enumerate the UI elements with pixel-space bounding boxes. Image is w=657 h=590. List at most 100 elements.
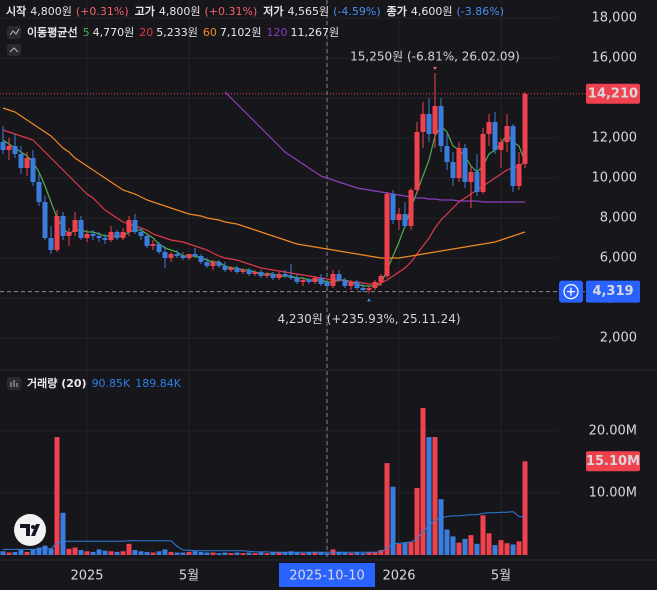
header-label: 저가 [263, 4, 283, 18]
candle-body [198, 256, 204, 262]
candle-body [168, 254, 174, 258]
volume-bar [84, 551, 90, 555]
volume-title: 거래량 (20) [27, 376, 87, 390]
ma-line [224, 91, 525, 203]
candle-body [450, 162, 456, 178]
ma-legend-value: 5,233원 [156, 26, 198, 39]
candle-body [216, 262, 222, 266]
candle-body [342, 280, 348, 286]
volume-bar [510, 544, 516, 555]
candle-body [402, 214, 408, 226]
ohlc-header: 시작 4,800원 (+0.31%) 고가 4,800원 (+0.31%) 저가 4,565원… [6, 4, 504, 18]
ma-line [2, 129, 526, 285]
candle-body [240, 270, 246, 272]
candle-body [36, 182, 42, 202]
candle-body [102, 238, 108, 240]
candle-body [516, 164, 522, 186]
volume-bar [198, 551, 204, 555]
x-tick-label: 2026 [382, 569, 415, 584]
volume-bar [192, 551, 198, 555]
ma-legend: 이동평균선 5 4,770원 20 5,233원 60 7,102원 120 11,267원 [27, 25, 339, 39]
candle-body [318, 278, 324, 284]
volume-last-box [586, 451, 640, 472]
volume-icon [7, 377, 21, 390]
candle-body [372, 282, 378, 288]
ma-icon [7, 26, 21, 39]
low-annotation: 4,230원 (+235.93%, 25.11.24) [277, 312, 460, 326]
add-button-plus [567, 287, 575, 296]
volume-legend-value: 189.84K [135, 377, 181, 390]
candle-body [126, 220, 132, 232]
add-button-ring [563, 283, 579, 300]
candle-body [324, 282, 330, 286]
y-tick-label: 12,000 [592, 131, 638, 146]
volume-bar [156, 551, 162, 555]
volume-bar [498, 540, 504, 555]
candle-body [6, 146, 12, 150]
candle-body [246, 270, 252, 274]
ma-legend-name: 20 [139, 26, 153, 39]
volume-legend-value: 90.85K [92, 377, 131, 390]
candle-body [414, 132, 420, 190]
candle-body [360, 288, 366, 290]
candle-body [84, 234, 90, 238]
crosshair-x-box [279, 563, 375, 587]
add-button[interactable] [559, 280, 583, 303]
volume-bar [264, 553, 270, 555]
volume-bar [108, 551, 114, 555]
volume-bar [96, 549, 102, 555]
tradingview-logo [14, 514, 46, 546]
volume-bar [504, 543, 510, 555]
volume-bar [384, 463, 390, 555]
header-change: (-4.59%) [333, 5, 381, 18]
y-tick-label: 6,000 [600, 251, 637, 266]
volume-bar [336, 551, 342, 555]
collapse-icon[interactable] [7, 44, 21, 56]
volume-bar [408, 541, 414, 555]
volume-bar [222, 552, 228, 555]
volume-bar [18, 550, 24, 555]
volume-bar [288, 551, 294, 555]
candle-body [420, 114, 426, 132]
candle-body [384, 194, 390, 276]
y-tick-label: 20.00M [589, 423, 637, 438]
candle-body [354, 282, 360, 288]
candle-body [330, 274, 336, 286]
y-tick-label: 2,000 [600, 331, 637, 346]
candle-body [120, 232, 126, 238]
volume-bar [480, 515, 486, 555]
volume-bar [324, 553, 330, 555]
candle-body [252, 272, 258, 274]
volume-bar [42, 545, 48, 555]
volume-bar [366, 551, 372, 555]
candle-body [96, 236, 102, 238]
candle-body [282, 274, 288, 276]
volume-bar [516, 541, 522, 555]
volume-bar [462, 538, 468, 555]
header-label: 종가 [387, 4, 407, 18]
volume-bar [318, 552, 324, 555]
volume-bar [420, 407, 426, 555]
candle-body [222, 266, 228, 270]
candle-body [306, 280, 312, 282]
candle-body [348, 282, 354, 286]
candle-body [408, 190, 414, 226]
volume-ma-line [3, 511, 526, 553]
candle-body [108, 232, 114, 240]
candle-body [72, 220, 78, 232]
volume-bar [486, 533, 492, 555]
volume-bar [444, 529, 450, 555]
volume-bar [456, 542, 462, 555]
x-tick-label: 2025-10-10 [289, 569, 365, 584]
volume-bar [228, 553, 234, 555]
low-marker [367, 298, 371, 302]
volume-bar [312, 551, 318, 555]
candle-body [90, 234, 96, 236]
candle-body [162, 252, 168, 258]
volume-bar [114, 551, 120, 555]
candle-body [228, 268, 234, 270]
y-tick-label: 16,000 [592, 51, 638, 66]
volume-bar [150, 552, 156, 555]
candle-body [390, 194, 396, 220]
